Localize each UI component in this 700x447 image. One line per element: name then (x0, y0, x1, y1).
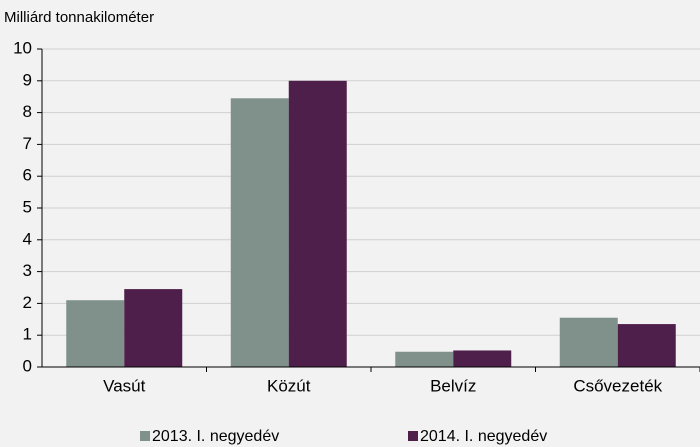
bar (617, 324, 676, 367)
y-tick-label: 0 (23, 356, 32, 375)
x-tick-label: Közút (267, 376, 311, 395)
y-tick-label: 1 (23, 325, 32, 344)
legend-swatch (140, 431, 150, 441)
y-tick-label: 5 (23, 197, 32, 216)
bar (453, 350, 512, 367)
bar (395, 351, 454, 367)
x-tick-label: Belvíz (430, 376, 476, 395)
y-tick-label: 2 (23, 293, 32, 312)
bar (559, 317, 618, 367)
y-tick-label: 6 (23, 166, 32, 185)
legend-swatch (408, 431, 418, 441)
bar (124, 289, 183, 367)
legend-label: 2014. I. negyedév (420, 428, 547, 445)
y-tick-label: 4 (23, 229, 32, 248)
bar (66, 300, 125, 367)
y-tick-label: 7 (23, 134, 32, 153)
legend-label: 2013. I. negyedév (152, 428, 279, 445)
y-tick-label: 9 (23, 70, 32, 89)
bar (288, 80, 347, 368)
y-tick-label: 10 (13, 38, 32, 57)
bar (230, 98, 289, 367)
x-tick-label: Csővezeték (573, 376, 662, 395)
x-tick-label: Vasút (103, 376, 145, 395)
chart-title: Milliárd tonnakilométer (4, 9, 154, 26)
y-tick-label: 3 (23, 261, 32, 280)
y-tick-label: 8 (23, 102, 32, 121)
